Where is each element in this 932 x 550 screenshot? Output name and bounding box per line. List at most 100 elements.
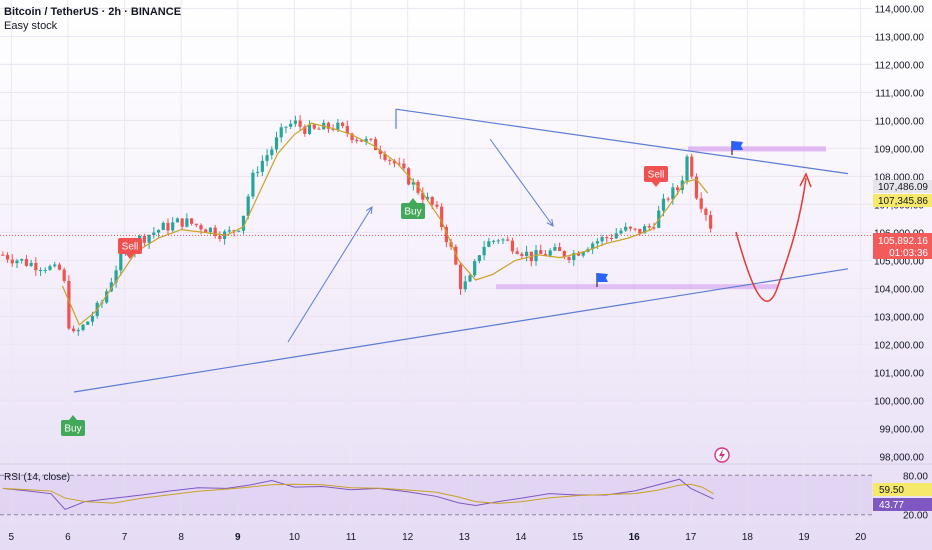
up-arrow-head	[365, 206, 373, 215]
candle	[24, 259, 29, 266]
candle	[48, 266, 52, 270]
x-tick-label: 19	[798, 532, 810, 543]
sell-signal-text: Sell	[122, 242, 139, 253]
candle	[256, 171, 260, 173]
x-tick-label: 5	[9, 532, 15, 543]
candle	[20, 259, 24, 261]
x-tick-label: 10	[289, 532, 301, 543]
candle	[279, 127, 283, 138]
y-tick-label: 103,000.00	[874, 312, 924, 323]
candle	[260, 160, 264, 172]
candle	[166, 222, 170, 231]
candle	[284, 126, 288, 128]
candle	[86, 321, 90, 325]
candle	[562, 250, 566, 258]
candle	[647, 226, 651, 228]
candle	[458, 264, 463, 290]
candle	[204, 229, 208, 233]
candle	[671, 187, 675, 200]
candle	[539, 250, 543, 254]
candle	[265, 155, 269, 161]
candle	[388, 159, 392, 161]
candle	[189, 218, 194, 224]
candle	[628, 226, 633, 229]
candle	[105, 291, 109, 303]
sell-signal-text: Sell	[648, 170, 665, 181]
candle	[147, 235, 151, 243]
support-trendline	[73, 268, 849, 393]
x-tick-label: 15	[572, 532, 584, 543]
rsi-badge-value	[873, 498, 932, 511]
candle	[543, 253, 548, 256]
buy-signal	[401, 203, 425, 219]
candle	[345, 126, 349, 134]
buy-signal-text: Buy	[404, 207, 421, 218]
candle	[576, 253, 581, 256]
sell-signal	[644, 166, 668, 182]
candle	[1, 254, 5, 256]
candle	[175, 218, 180, 223]
rsi-scale-label: 20.00	[903, 511, 928, 522]
candle	[303, 126, 307, 134]
sell-signal-pointer	[126, 254, 134, 259]
candle	[685, 156, 689, 181]
flag-icon	[597, 273, 608, 282]
candle	[53, 264, 57, 267]
y-tick-label: 113,000.00	[875, 32, 925, 43]
x-tick-label: 7	[122, 532, 128, 543]
price-badge-upper-text: 107,486.09	[878, 182, 928, 193]
rsi-label: RSI (14, close)	[4, 472, 71, 483]
candle	[652, 227, 656, 229]
projection-arrowhead	[799, 172, 812, 188]
x-tick-label: 20	[855, 532, 867, 543]
candle	[364, 138, 368, 142]
candle	[638, 228, 642, 234]
rsi-band	[0, 475, 872, 515]
candle	[270, 149, 274, 156]
candle	[218, 235, 222, 239]
candle	[10, 259, 14, 264]
candle	[241, 215, 246, 231]
buy-signal-pointer	[409, 198, 417, 203]
candle	[454, 246, 458, 265]
x-tick-label: 8	[178, 532, 184, 543]
candle	[709, 215, 713, 229]
candle	[213, 227, 217, 236]
y-tick-label: 105,000.00	[874, 256, 924, 267]
resistance-trendline	[395, 108, 849, 175]
candle	[548, 250, 552, 256]
up-arrow	[287, 206, 373, 343]
candle	[38, 270, 43, 272]
candle	[374, 139, 378, 151]
y-tick-label: 108,000.00	[874, 172, 924, 183]
candle	[558, 247, 562, 251]
x-tick-label: 17	[685, 532, 697, 543]
candle	[90, 315, 95, 322]
price-badge-last	[873, 233, 932, 259]
candle	[208, 227, 213, 233]
y-tick-label: 109,000.00	[874, 144, 924, 155]
candle	[690, 156, 694, 177]
candle	[496, 240, 500, 242]
candle	[411, 181, 415, 185]
x-tick-label: 12	[402, 532, 414, 543]
candle	[440, 206, 444, 228]
candle	[477, 255, 482, 262]
rsi-badge-ma	[873, 483, 932, 496]
candle	[425, 196, 430, 200]
candle	[76, 330, 80, 332]
candle	[114, 270, 118, 283]
candle	[326, 122, 331, 129]
candle	[199, 225, 203, 230]
y-tick-label: 101,000.00	[874, 368, 924, 379]
candle	[609, 237, 614, 239]
candle	[317, 128, 321, 130]
price-badge-ma	[873, 194, 932, 207]
candle	[430, 196, 434, 205]
candle	[298, 120, 302, 127]
projection-curve	[735, 177, 807, 302]
candle	[553, 247, 557, 251]
candle	[369, 138, 373, 140]
